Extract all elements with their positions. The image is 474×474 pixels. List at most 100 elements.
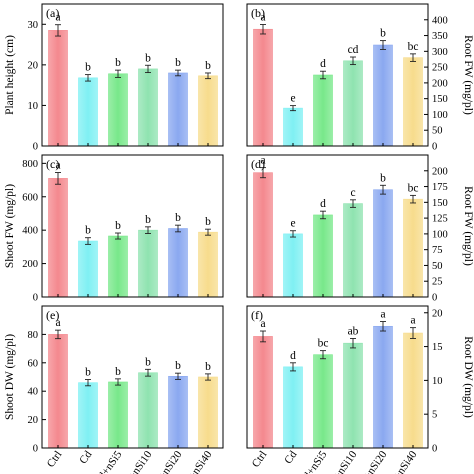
significance-letter: d: [320, 198, 326, 210]
y-axis-label: Root FW (mg/pl): [462, 35, 474, 115]
significance-letter: b: [175, 212, 181, 224]
bar-Cd+nSi10: [343, 203, 363, 298]
bar-Cd+nSi40: [198, 75, 218, 147]
x-tick-label: Cd+nSi5: [92, 448, 125, 474]
significance-letter: a: [55, 160, 60, 172]
x-tick-label: Cd: [77, 448, 94, 466]
bar-Cd+nSi40: [198, 231, 218, 298]
y-axis-label: Shoot DW (mg/pl): [4, 334, 16, 420]
y-tick-label: 0: [33, 293, 38, 304]
significance-letter: b: [380, 28, 386, 40]
significance-letter: b: [115, 366, 121, 378]
bar-Cd+nSi10: [343, 342, 363, 449]
bar-Cd: [78, 77, 98, 147]
significance-letter: c: [350, 187, 355, 199]
significance-letter: d: [320, 58, 326, 70]
bar-Cd+nSi5: [108, 381, 128, 449]
panel-label: (b): [251, 6, 265, 20]
significance-letter: a: [260, 318, 265, 330]
y-tick-label: 15: [432, 342, 443, 353]
y-tick-label: 100: [432, 110, 448, 121]
panel-b: a e d cd b bc 0 50 100 150 200 250 300 350 400 Root FW …: [246, 3, 474, 153]
bar-Cd+nSi10: [138, 229, 158, 298]
significance-letter: b: [115, 57, 121, 69]
bar-Cd+nSi5: [313, 354, 333, 449]
bar-Ctrl: [253, 336, 273, 449]
y-axis-label: Root FW (mg/pl): [462, 186, 474, 266]
y-tick-label: 150: [432, 198, 448, 209]
y-tick-label: 20: [28, 60, 39, 71]
y-tick-label: 100: [432, 229, 448, 240]
plot-frame: [246, 154, 429, 298]
y-tick-label: 60: [28, 358, 39, 369]
x-tick-label: Cd+nSi40: [179, 448, 215, 474]
y-tick-label: 400: [22, 226, 38, 237]
bar-Cd+nSi40: [403, 57, 423, 147]
y-tick-label: 0: [33, 142, 38, 153]
y-tick-label: 0: [432, 142, 437, 153]
bar-Ctrl: [253, 28, 273, 147]
panel-c: a b b b b b 0 200 400 600 800 Shoot FW (mg/pl) (c): [4, 154, 224, 304]
y-tick-label: 20: [432, 308, 443, 319]
y-tick-label: 40: [28, 387, 39, 398]
x-tick-label: Cd+nSi20: [354, 448, 390, 474]
significance-letter: a: [380, 309, 385, 321]
y-tick-label: 0: [432, 444, 437, 455]
panel-d: a e d c b bc 0 25 50 75 100 125 150 175 200 Root FW (mg…: [246, 154, 474, 304]
significance-letter: a: [410, 315, 415, 327]
bar-Cd: [78, 240, 98, 298]
bar-Ctrl: [48, 30, 68, 147]
plot-frame: [41, 3, 224, 147]
panel-a: a b b b b b 0 10 20 30 Plant height (cm) (a): [4, 3, 224, 153]
significance-letter: b: [115, 220, 121, 232]
y-tick-label: 250: [432, 63, 448, 74]
x-tick-label: Cd+nSi10: [324, 448, 360, 474]
significance-letter: b: [85, 225, 91, 237]
y-tick-label: 300: [432, 47, 448, 58]
bar-Cd+nSi20: [373, 325, 393, 449]
x-tick-label: Cd: [282, 448, 299, 466]
bar-Cd: [78, 382, 98, 449]
plot-frame: [41, 154, 224, 298]
y-tick-label: 350: [432, 31, 448, 42]
significance-letter: b: [145, 214, 151, 226]
bar-Cd+nSi5: [108, 73, 128, 147]
panel-e: a b b b b b 0 20 40 60 80 Shoot DW (mg/pl) (e) Ctrl Cd…: [4, 305, 224, 474]
bar-Cd+nSi10: [138, 372, 158, 449]
bar-Cd+nSi20: [373, 44, 393, 147]
bar-Cd: [283, 107, 303, 147]
bar-Cd: [283, 233, 303, 298]
y-axis-label: Plant height (cm): [4, 35, 16, 115]
significance-letter: b: [145, 52, 151, 64]
panel-label: (e): [46, 308, 59, 322]
bar-Ctrl: [253, 172, 273, 298]
significance-letter: d: [290, 350, 296, 362]
y-tick-label: 200: [22, 259, 38, 270]
y-axis-label: Root DW (mg/pl): [462, 336, 474, 418]
y-tick-label: 0: [33, 444, 38, 455]
bar-Cd+nSi5: [108, 235, 128, 298]
y-tick-label: 800: [22, 159, 38, 170]
plot-frame: [41, 305, 224, 449]
panel-label: (c): [46, 157, 59, 171]
significance-letter: ab: [348, 325, 359, 337]
y-tick-label: 30: [28, 20, 39, 31]
significance-letter: e: [290, 93, 295, 105]
x-tick-label: Cd+nSi5: [297, 448, 330, 474]
y-tick-label: 10: [28, 101, 39, 112]
y-tick-label: 50: [432, 126, 443, 137]
x-tick-label: Cd+nSi10: [119, 448, 155, 474]
bar-Ctrl: [48, 178, 68, 298]
y-axis-label: Shoot FW (mg/pl): [4, 184, 16, 268]
y-tick-label: 80: [28, 330, 39, 341]
significance-letter: b: [205, 60, 211, 72]
panel-label: (a): [46, 6, 59, 20]
significance-letter: a: [55, 317, 60, 329]
significance-letter: a: [55, 12, 60, 24]
x-tick-label: Cd+nSi40: [384, 448, 420, 474]
y-tick-label: 125: [432, 214, 448, 225]
x-tick-label: Ctrl: [45, 449, 65, 470]
bar-Cd+nSi10: [343, 60, 363, 147]
significance-letter: bc: [318, 338, 329, 350]
